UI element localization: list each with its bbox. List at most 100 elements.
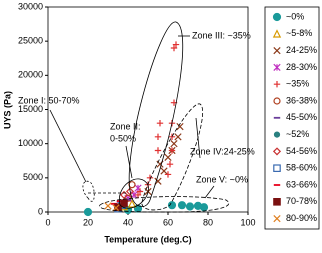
- point: [176, 122, 184, 131]
- legend-marker: [272, 12, 282, 22]
- point: [164, 171, 172, 178]
- point-part: [134, 191, 142, 199]
- point-part: [174, 133, 182, 141]
- point: [134, 191, 142, 199]
- point: [177, 201, 187, 210]
- y-tick-label: 20000: [18, 70, 43, 80]
- point-part: [83, 207, 93, 217]
- point-part: [146, 174, 154, 182]
- legend-box: [264, 6, 320, 230]
- zone-iv-arrow: [195, 117, 201, 159]
- point: [166, 160, 174, 168]
- legend-label: 70-78%: [286, 196, 317, 206]
- x-tick-label: 100: [240, 217, 255, 227]
- legend: ~0% ~5-8% 24-25% 28-30% ~35% 36-38% 45-50% ~52%…: [272, 11, 317, 223]
- legend-marker-part: [273, 131, 281, 138]
- x-tick-label: 20: [83, 217, 93, 227]
- point-part: [170, 140, 178, 148]
- legend-label: ~52%: [286, 129, 309, 139]
- legend-label: 36-38%: [286, 95, 317, 105]
- legend-marker: [273, 97, 281, 105]
- point: [156, 119, 164, 127]
- point-part: [185, 202, 195, 211]
- y-tick-label: 25000: [18, 36, 43, 46]
- point: [172, 41, 180, 48]
- annotation: Zone III: ~35%: [192, 30, 251, 40]
- point-part: [168, 133, 176, 141]
- y-axis-label: UYS (Pa): [2, 91, 12, 129]
- point-part: [154, 147, 162, 154]
- legend-label: 58-60%: [286, 163, 317, 173]
- point-part: [167, 201, 177, 210]
- point: [119, 190, 129, 199]
- legend-marker: [273, 164, 281, 173]
- legend-marker-part: [272, 29, 282, 38]
- legend-label: 54-56%: [286, 146, 317, 156]
- annotation: Zone I: 50-70%: [18, 95, 80, 105]
- x-tick-label: 0: [45, 217, 50, 227]
- x-axis-label: Temperature (deg.C): [104, 234, 191, 244]
- point: [174, 133, 182, 141]
- point: [160, 167, 168, 175]
- point-part: [154, 133, 162, 141]
- legend-label: 80-90%: [286, 213, 317, 223]
- legend-label: 63-66%: [286, 179, 317, 189]
- zone-ii-arrow: [125, 145, 133, 179]
- point-part: [104, 202, 112, 210]
- x-tick-label: 60: [163, 217, 173, 227]
- legend-label: ~0%: [286, 11, 304, 21]
- point-part: [166, 160, 174, 168]
- plot-area: 0 5000 10000 15000 20000 25000 30000 0 20 40 60 80 1…: [18, 1, 256, 227]
- zone-iv-outline: [141, 103, 204, 211]
- point: [146, 174, 154, 182]
- point: [170, 44, 178, 52]
- annotation: Zone V: ~0%: [196, 174, 248, 184]
- zone-i-outline: [82, 180, 95, 202]
- legend-label: 24-25%: [286, 45, 317, 55]
- legend-marker-part: [273, 164, 281, 173]
- zone-iii-outline: [128, 21, 184, 207]
- point-part: [164, 153, 172, 161]
- point-part: [170, 44, 178, 52]
- point-part: [164, 171, 172, 178]
- legend-marker-part: [273, 81, 281, 88]
- point: [168, 133, 176, 141]
- legend-label: 28-30%: [286, 62, 317, 72]
- zone-v-outline: [99, 196, 230, 213]
- zone-i-arrow: [49, 109, 87, 183]
- point-part: [156, 119, 164, 127]
- legend-marker-part: [272, 147, 282, 156]
- annotation: Zone IV:24-25%: [190, 146, 255, 156]
- point: [185, 202, 195, 211]
- legend-label: 45-50%: [286, 112, 317, 122]
- point: [125, 187, 135, 196]
- legend-marker: [272, 147, 282, 156]
- legend-marker: [273, 214, 281, 223]
- point-part: [119, 190, 129, 199]
- point-part: [120, 199, 128, 207]
- legend-marker: [273, 63, 281, 72]
- legend-marker: [273, 198, 281, 206]
- legend-marker-part: [273, 46, 281, 55]
- point-part: [172, 41, 180, 48]
- x-tick-label: 40: [123, 217, 133, 227]
- y-tick-label: 0: [38, 206, 43, 216]
- point: [170, 140, 178, 148]
- legend-label: ~35%: [286, 79, 309, 89]
- point: [127, 199, 137, 208]
- legend-marker: [272, 29, 282, 38]
- y-tick-label: 5000: [23, 172, 43, 182]
- zone-v-arrow: [204, 185, 215, 199]
- legend-marker: [273, 131, 281, 138]
- point-part: [136, 188, 144, 195]
- point: [168, 147, 176, 154]
- point-part: [176, 122, 184, 131]
- point: [164, 153, 172, 161]
- legend-label: ~5-8%: [286, 28, 312, 38]
- point: [167, 201, 177, 210]
- y-tick-label: 10000: [18, 138, 43, 148]
- point: [120, 199, 128, 207]
- annotation: Zone II:: [110, 121, 141, 131]
- point-part: [168, 147, 176, 154]
- point: [199, 203, 209, 212]
